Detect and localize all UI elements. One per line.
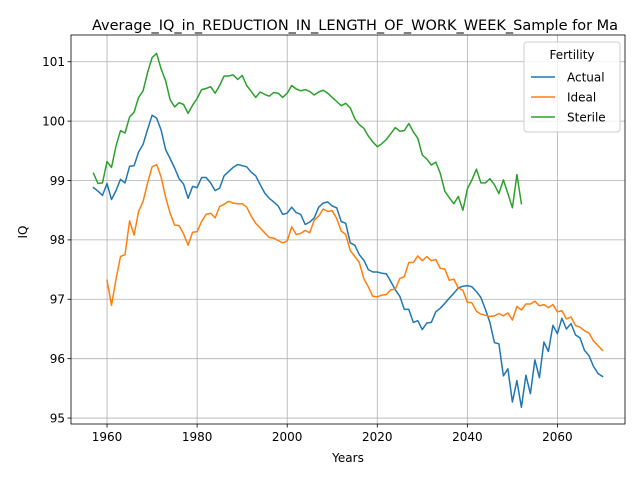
- y-axis-label: IQ: [16, 226, 30, 239]
- legend-title: Fertility: [549, 48, 594, 62]
- legend-label-sterile: Sterile: [567, 110, 606, 124]
- legend-entries: Actual Ideal Sterile: [531, 70, 606, 124]
- legend-box: [523, 41, 621, 133]
- x-tick-label: 1960: [92, 430, 123, 444]
- series-line-ideal: [106, 163, 604, 352]
- y-tick-label: 101: [42, 55, 65, 69]
- x-tick-label: 2060: [542, 430, 573, 444]
- x-tick-label: 2000: [272, 430, 303, 444]
- x-axis-label: Years: [331, 451, 364, 465]
- x-tick-label: 1980: [182, 430, 213, 444]
- series-line-sterile: [92, 52, 523, 211]
- series-line-actual: [92, 114, 604, 409]
- y-tick-label: 97: [50, 293, 65, 307]
- y-tick-label: 99: [50, 174, 65, 188]
- x-tick-label: 2040: [452, 430, 483, 444]
- axis-ticks: 1960 1980 2000 2020 2040 2060 95 96 97 98 99 100 101: [42, 55, 573, 444]
- chart-title: Average_IQ_in_REDUCTION_IN_LENGTH_OF_WOR…: [92, 18, 618, 34]
- y-tick-label: 96: [50, 352, 65, 366]
- y-tick-label: 95: [50, 411, 65, 425]
- y-tick-label: 98: [50, 233, 65, 247]
- legend-label-actual: Actual: [567, 70, 605, 84]
- x-tick-label: 2020: [362, 430, 393, 444]
- series-lines: [92, 52, 604, 409]
- legend-label-ideal: Ideal: [567, 90, 596, 104]
- plot-area-frame: [70, 34, 626, 425]
- legend: Fertility Actual Ideal Sterile: [523, 41, 621, 133]
- y-tick-label: 100: [42, 114, 65, 128]
